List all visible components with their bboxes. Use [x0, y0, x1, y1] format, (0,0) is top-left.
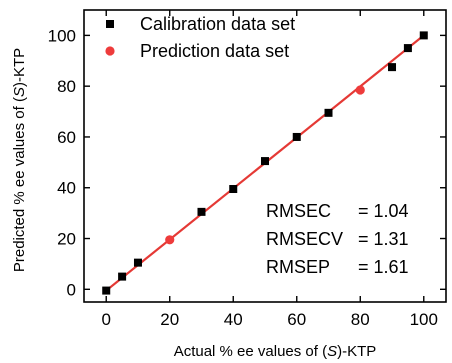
stat-label: RMSECV: [266, 229, 343, 249]
x-tick-label: 60: [287, 310, 306, 329]
stat-label: RMSEP: [266, 257, 330, 277]
calibration-point: [197, 207, 206, 216]
legend-label: Calibration data set: [140, 14, 295, 34]
stat-label: RMSEC: [266, 201, 331, 221]
y-axis-title: Predicted % ee values of (S)-KTP: [11, 48, 28, 272]
statistics-annotations: RMSEC = 1.04 RMSECV = 1.31 RMSEP = 1.61: [266, 201, 409, 277]
y-tick-label: 100: [48, 26, 76, 45]
stat-value: = 1.61: [358, 257, 409, 277]
y-tick-label: 20: [57, 230, 76, 249]
calibration-point: [102, 286, 111, 295]
y-tick-label: 40: [57, 179, 76, 198]
calibration-point: [324, 108, 333, 117]
legend-marker-calibration: [106, 20, 114, 28]
prediction-point: [355, 85, 365, 95]
x-tick-label: 40: [224, 310, 243, 329]
x-tick-label: 0: [101, 310, 110, 329]
y-tick-label: 80: [57, 77, 76, 96]
calibration-point: [403, 44, 412, 53]
legend: Calibration data set Prediction data set: [105, 14, 295, 61]
calibration-point: [118, 272, 127, 281]
x-tick-label: 100: [410, 310, 438, 329]
legend-marker-prediction: [105, 46, 115, 56]
x-axis-title: Actual % ee values of (S)-KTP: [174, 343, 377, 360]
x-tick-label: 20: [160, 310, 179, 329]
plot-frame: [83, 9, 447, 303]
calibration-point: [133, 258, 142, 267]
prediction-point: [165, 235, 175, 245]
calibration-point: [261, 157, 269, 166]
x-tick-label: 80: [351, 310, 370, 329]
calibration-point: [419, 31, 428, 40]
legend-label: Prediction data set: [140, 41, 289, 61]
stat-value: = 1.04: [358, 201, 409, 221]
stat-value: = 1.31: [358, 229, 409, 249]
y-tick-label: 0: [67, 280, 76, 299]
calibration-point: [388, 63, 397, 72]
y-tick-label: 60: [57, 128, 76, 147]
calibration-point: [292, 132, 301, 141]
data-points: [102, 31, 428, 295]
calibration-point: [229, 185, 238, 194]
axes: 0 20 40 60 80 100 0 20 40 60 80 100: [48, 9, 447, 329]
